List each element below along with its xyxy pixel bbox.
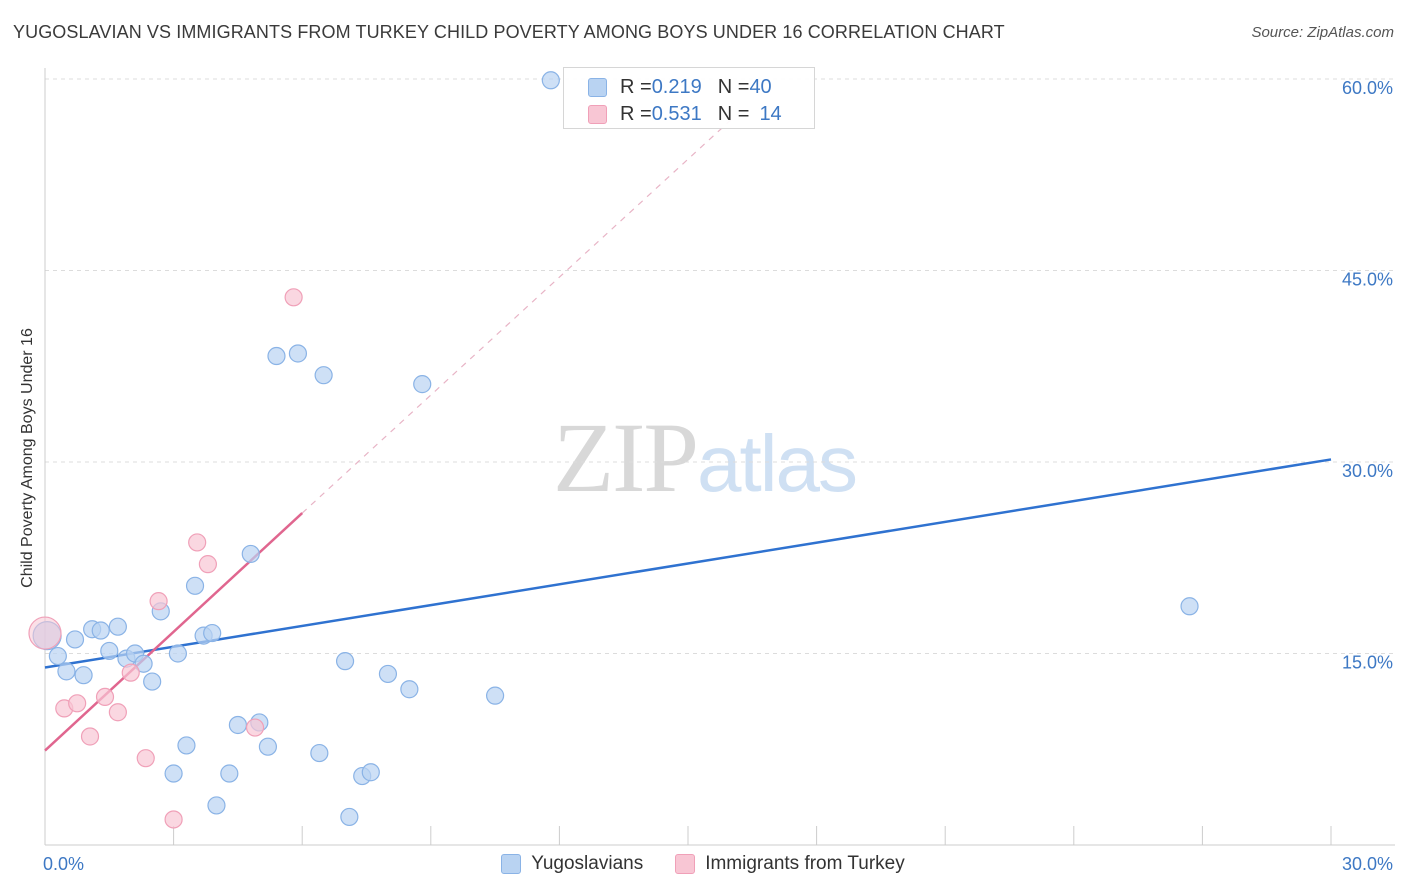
point-turkey <box>284 288 303 307</box>
series-legend-turkey[interactable]: Immigrants from Turkey <box>675 853 905 875</box>
point-yugoslavians <box>361 763 380 782</box>
point-yugoslavians <box>486 686 505 705</box>
series-legend-label: Immigrants from Turkey <box>705 853 905 874</box>
point-yugoslavians <box>65 630 85 649</box>
point-yugoslavians <box>258 737 278 756</box>
legend-row-yugoslavians: R = 0.219 N = 40 <box>588 75 772 99</box>
legend-n-value: 14 <box>759 102 782 125</box>
legend-swatch-blue <box>588 77 607 97</box>
point-yugoslavians <box>1180 597 1199 616</box>
point-yugoslavians <box>340 807 359 827</box>
point-yugoslavians <box>100 641 119 661</box>
point-turkey <box>149 592 168 611</box>
point-turkey <box>164 810 183 829</box>
point-layer <box>28 71 1199 829</box>
point-yugoslavians <box>177 736 196 755</box>
trend-line-yugoslavians <box>44 458 1332 669</box>
point-yugoslavians <box>57 662 76 681</box>
y-tick-label: 15.0% <box>1342 653 1393 673</box>
point-yugoslavians <box>134 654 153 673</box>
legend-r-value: 0.219 <box>651 75 702 98</box>
point-yugoslavians <box>228 715 247 735</box>
point-turkey <box>80 727 100 746</box>
point-yugoslavians <box>288 344 308 363</box>
point-yugoslavians <box>413 375 432 394</box>
point-turkey <box>68 694 87 713</box>
chart-source: Source: ZipAtlas.com <box>1251 24 1394 41</box>
point-yugoslavians <box>203 623 222 643</box>
point-turkey <box>28 616 62 650</box>
point-turkey <box>188 533 207 552</box>
legend-n-value: 40 <box>749 75 772 98</box>
grid-layer <box>45 78 1395 654</box>
watermark: ZIPatlas <box>553 400 858 515</box>
point-yugoslavians <box>378 664 398 684</box>
point-yugoslavians <box>168 644 187 663</box>
series-legend: Yugoslavians Immigrants from Turkey <box>0 852 1406 876</box>
series-legend-label: Yugoslavians <box>531 853 644 874</box>
point-turkey <box>121 663 140 682</box>
legend-r-value: 0.531 <box>651 102 702 125</box>
point-yugoslavians <box>267 346 286 366</box>
y-tick-label: 45.0% <box>1342 270 1393 290</box>
point-yugoslavians <box>335 652 355 671</box>
point-yugoslavians <box>164 764 183 783</box>
legend-r-label: R = <box>620 102 652 125</box>
x-tick-label: 0.0% <box>43 854 84 874</box>
point-yugoslavians <box>108 617 127 636</box>
y-tick-label: 30.0% <box>1342 461 1393 481</box>
trend-layer <box>44 119 1332 752</box>
point-turkey <box>108 703 127 722</box>
correlation-legend: R = 0.219 N = 40 R = 0.531 N = 14 <box>563 67 815 129</box>
series-legend-yugoslavians[interactable]: Yugoslavians <box>501 853 643 875</box>
point-yugoslavians <box>91 621 110 640</box>
series-swatch-blue <box>501 854 522 874</box>
trend-line-turkey-extension <box>301 119 732 514</box>
point-yugoslavians <box>74 666 93 685</box>
point-turkey <box>136 749 155 768</box>
series-swatch-pink <box>675 854 696 874</box>
point-yugoslavians <box>143 672 162 691</box>
point-yugoslavians <box>220 764 239 783</box>
chart-title: YUGOSLAVIAN VS IMMIGRANTS FROM TURKEY CH… <box>13 22 1005 42</box>
watermark-zip: ZIP <box>553 402 699 513</box>
legend-n-label: N = <box>717 75 750 98</box>
y-tick-label: 60.0% <box>1342 78 1393 98</box>
point-yugoslavians <box>185 576 205 595</box>
point-yugoslavians <box>310 743 329 763</box>
point-yugoslavians <box>541 71 560 90</box>
legend-n-label: N = <box>717 102 750 125</box>
point-yugoslavians <box>314 366 333 385</box>
point-yugoslavians <box>241 544 260 564</box>
legend-swatch-pink <box>588 104 607 124</box>
point-turkey <box>198 555 217 574</box>
x-tick-label: 30.0% <box>1342 854 1393 874</box>
point-yugoslavians <box>48 646 67 666</box>
point-yugoslavians <box>207 796 226 815</box>
point-turkey <box>95 687 115 707</box>
legend-r-label: R = <box>620 75 652 98</box>
point-yugoslavians <box>400 680 419 699</box>
watermark-atlas: atlas <box>697 419 858 508</box>
point-turkey <box>245 718 265 737</box>
axis-layer <box>44 68 1395 846</box>
legend-row-turkey: R = 0.531 N = 14 <box>588 102 782 126</box>
label-layer: 15.0% 30.0% 45.0% 60.0% 0.0% 30.0% <box>43 78 1393 874</box>
